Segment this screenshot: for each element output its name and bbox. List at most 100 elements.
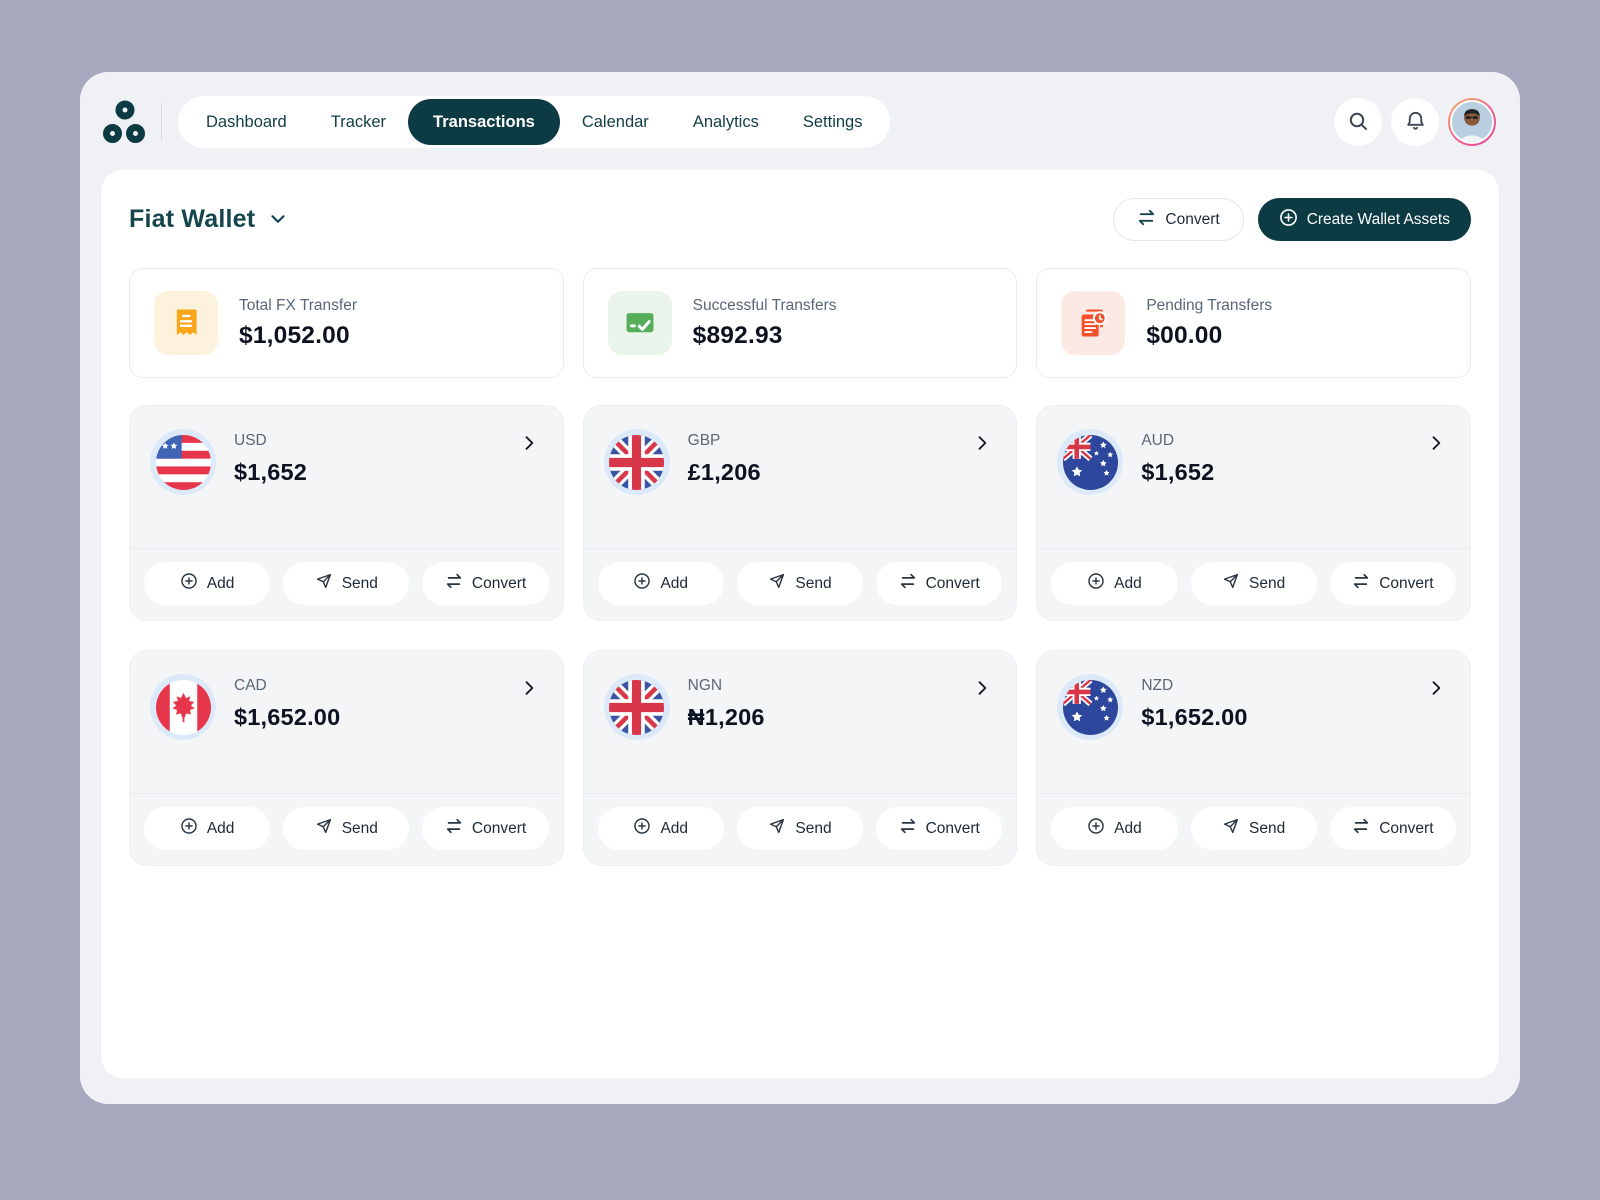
add-button[interactable]: Add bbox=[597, 562, 724, 605]
create-wallet-assets-button[interactable]: Create Wallet Assets bbox=[1257, 198, 1471, 241]
wallet-balance: $1,652.00 bbox=[234, 704, 341, 730]
notifications-button[interactable] bbox=[1391, 98, 1439, 146]
send-button[interactable]: Send bbox=[1190, 562, 1317, 605]
swap-icon bbox=[899, 817, 917, 840]
wallet-actions: Add Send Convert bbox=[1037, 794, 1470, 865]
convert-button[interactable]: Convert bbox=[1329, 562, 1456, 605]
wallet-card-usd: USD $1,652 Add bbox=[129, 405, 564, 621]
send-button[interactable]: Send bbox=[1190, 807, 1317, 850]
nav-item-settings[interactable]: Settings bbox=[781, 99, 885, 145]
add-button[interactable]: Add bbox=[1051, 807, 1178, 850]
send-button[interactable]: Send bbox=[283, 807, 410, 850]
divider bbox=[130, 548, 563, 549]
currency-flag-icon bbox=[150, 674, 216, 740]
currency-code: USD bbox=[234, 432, 267, 449]
chevron-right-icon bbox=[972, 436, 992, 456]
convert-button[interactable]: Convert bbox=[422, 562, 549, 605]
divider bbox=[583, 548, 1017, 549]
wallet-details-button[interactable] bbox=[517, 676, 541, 703]
wallet-details-button[interactable] bbox=[1424, 676, 1448, 703]
stat-value: $00.00 bbox=[1146, 321, 1223, 349]
divider bbox=[583, 793, 1017, 794]
wallet-card-top: NZD $1,652.00 bbox=[1037, 651, 1470, 740]
stat-value: $892.93 bbox=[692, 321, 783, 349]
send-icon bbox=[315, 817, 333, 840]
wallet-actions: Add Send Convert bbox=[584, 549, 1017, 620]
send-button[interactable]: Send bbox=[736, 807, 864, 850]
swap-icon bbox=[1137, 208, 1156, 232]
add-button[interactable]: Add bbox=[597, 807, 724, 850]
app-logo[interactable] bbox=[102, 99, 147, 145]
nav-item-calendar[interactable]: Calendar bbox=[560, 99, 671, 145]
swap-icon bbox=[1352, 572, 1370, 595]
search-button[interactable] bbox=[1334, 98, 1382, 146]
send-icon bbox=[768, 572, 786, 595]
wallet-details-button[interactable] bbox=[970, 676, 994, 703]
top-navigation-bar: Dashboard Tracker Transactions Calendar … bbox=[80, 72, 1520, 148]
send-icon bbox=[768, 817, 786, 840]
receipt-icon bbox=[154, 291, 218, 355]
wallet-details-button[interactable] bbox=[1424, 431, 1448, 458]
chevron-right-icon bbox=[972, 681, 992, 701]
wallet-balance: $1,652 bbox=[1141, 459, 1215, 485]
wallet-grid: USD $1,652 Add bbox=[129, 405, 1471, 866]
wallet-card-top: NGN ₦1,206 bbox=[584, 651, 1017, 740]
create-button-label: Create Wallet Assets bbox=[1306, 210, 1450, 228]
main-nav: Dashboard Tracker Transactions Calendar … bbox=[178, 96, 891, 148]
header-actions: Convert Create Wallet Assets bbox=[1113, 198, 1471, 241]
plus-circle-icon bbox=[1279, 208, 1298, 232]
stat-value: $1,052.00 bbox=[239, 321, 350, 349]
send-button[interactable]: Send bbox=[283, 562, 410, 605]
topbar-actions bbox=[1334, 98, 1496, 146]
convert-button[interactable]: Convert bbox=[422, 807, 549, 850]
wallet-type-selector[interactable]: Fiat Wallet bbox=[129, 205, 289, 235]
plus-circle-icon bbox=[180, 572, 198, 595]
wallet-details-button[interactable] bbox=[970, 431, 994, 458]
currency-flag-icon bbox=[1057, 429, 1124, 495]
chevron-right-icon bbox=[1426, 681, 1446, 701]
wallet-actions: Add Send Convert bbox=[584, 794, 1017, 865]
page-title: Fiat Wallet bbox=[129, 205, 256, 233]
wallet-actions: Add Send Convert bbox=[130, 549, 563, 620]
wallet-balance: $1,652 bbox=[234, 459, 308, 485]
currency-code: NZD bbox=[1141, 677, 1174, 694]
currency-flag-icon bbox=[603, 429, 670, 495]
nav-item-dashboard[interactable]: Dashboard bbox=[184, 99, 309, 145]
send-button[interactable]: Send bbox=[736, 562, 864, 605]
wallet-card-cad: CAD $1,652.00 Add bbox=[129, 650, 564, 866]
nav-item-analytics[interactable]: Analytics bbox=[671, 99, 781, 145]
add-button[interactable]: Add bbox=[144, 807, 271, 850]
chevron-right-icon bbox=[519, 681, 539, 701]
wallet-card-top: AUD $1,652 bbox=[1037, 406, 1470, 495]
swap-icon bbox=[445, 572, 463, 595]
wallet-card-top: CAD $1,652.00 bbox=[130, 651, 563, 740]
swap-icon bbox=[899, 572, 917, 595]
wallet-card-gbp: GBP £1,206 Add bbox=[582, 405, 1018, 621]
panel-header: Fiat Wallet Convert bbox=[129, 198, 1471, 241]
nav-item-transactions[interactable]: Transactions bbox=[408, 99, 560, 145]
wallet-card-nzd: NZD $1,652.00 Add bbox=[1036, 650, 1471, 866]
wallet-details-button[interactable] bbox=[517, 431, 541, 458]
stats-row: Total FX Transfer $1,052.00 Successful bbox=[129, 268, 1471, 378]
nav-item-tracker[interactable]: Tracker bbox=[309, 99, 408, 145]
stat-card-pending: Pending Transfers $00.00 bbox=[1036, 268, 1471, 378]
wallet-panel: Fiat Wallet Convert bbox=[101, 170, 1499, 1078]
user-avatar[interactable] bbox=[1448, 98, 1496, 146]
chevron-right-icon bbox=[1426, 436, 1446, 456]
convert-button[interactable]: Convert bbox=[1329, 807, 1456, 850]
divider bbox=[1037, 548, 1470, 549]
convert-button[interactable]: Convert bbox=[1113, 198, 1244, 241]
divider bbox=[130, 793, 563, 794]
app-window: Dashboard Tracker Transactions Calendar … bbox=[80, 72, 1520, 1104]
currency-code: CAD bbox=[234, 677, 267, 694]
add-button[interactable]: Add bbox=[1051, 562, 1178, 605]
currency-code: AUD bbox=[1141, 432, 1175, 449]
currency-flag-icon bbox=[1057, 674, 1124, 740]
plus-circle-icon bbox=[180, 817, 198, 840]
convert-button[interactable]: Convert bbox=[876, 807, 1003, 850]
add-button[interactable]: Add bbox=[144, 562, 271, 605]
plus-circle-icon bbox=[633, 817, 651, 840]
card-check-icon bbox=[607, 291, 672, 355]
convert-button[interactable]: Convert bbox=[876, 562, 1003, 605]
wallet-card-top: GBP £1,206 bbox=[584, 406, 1017, 495]
